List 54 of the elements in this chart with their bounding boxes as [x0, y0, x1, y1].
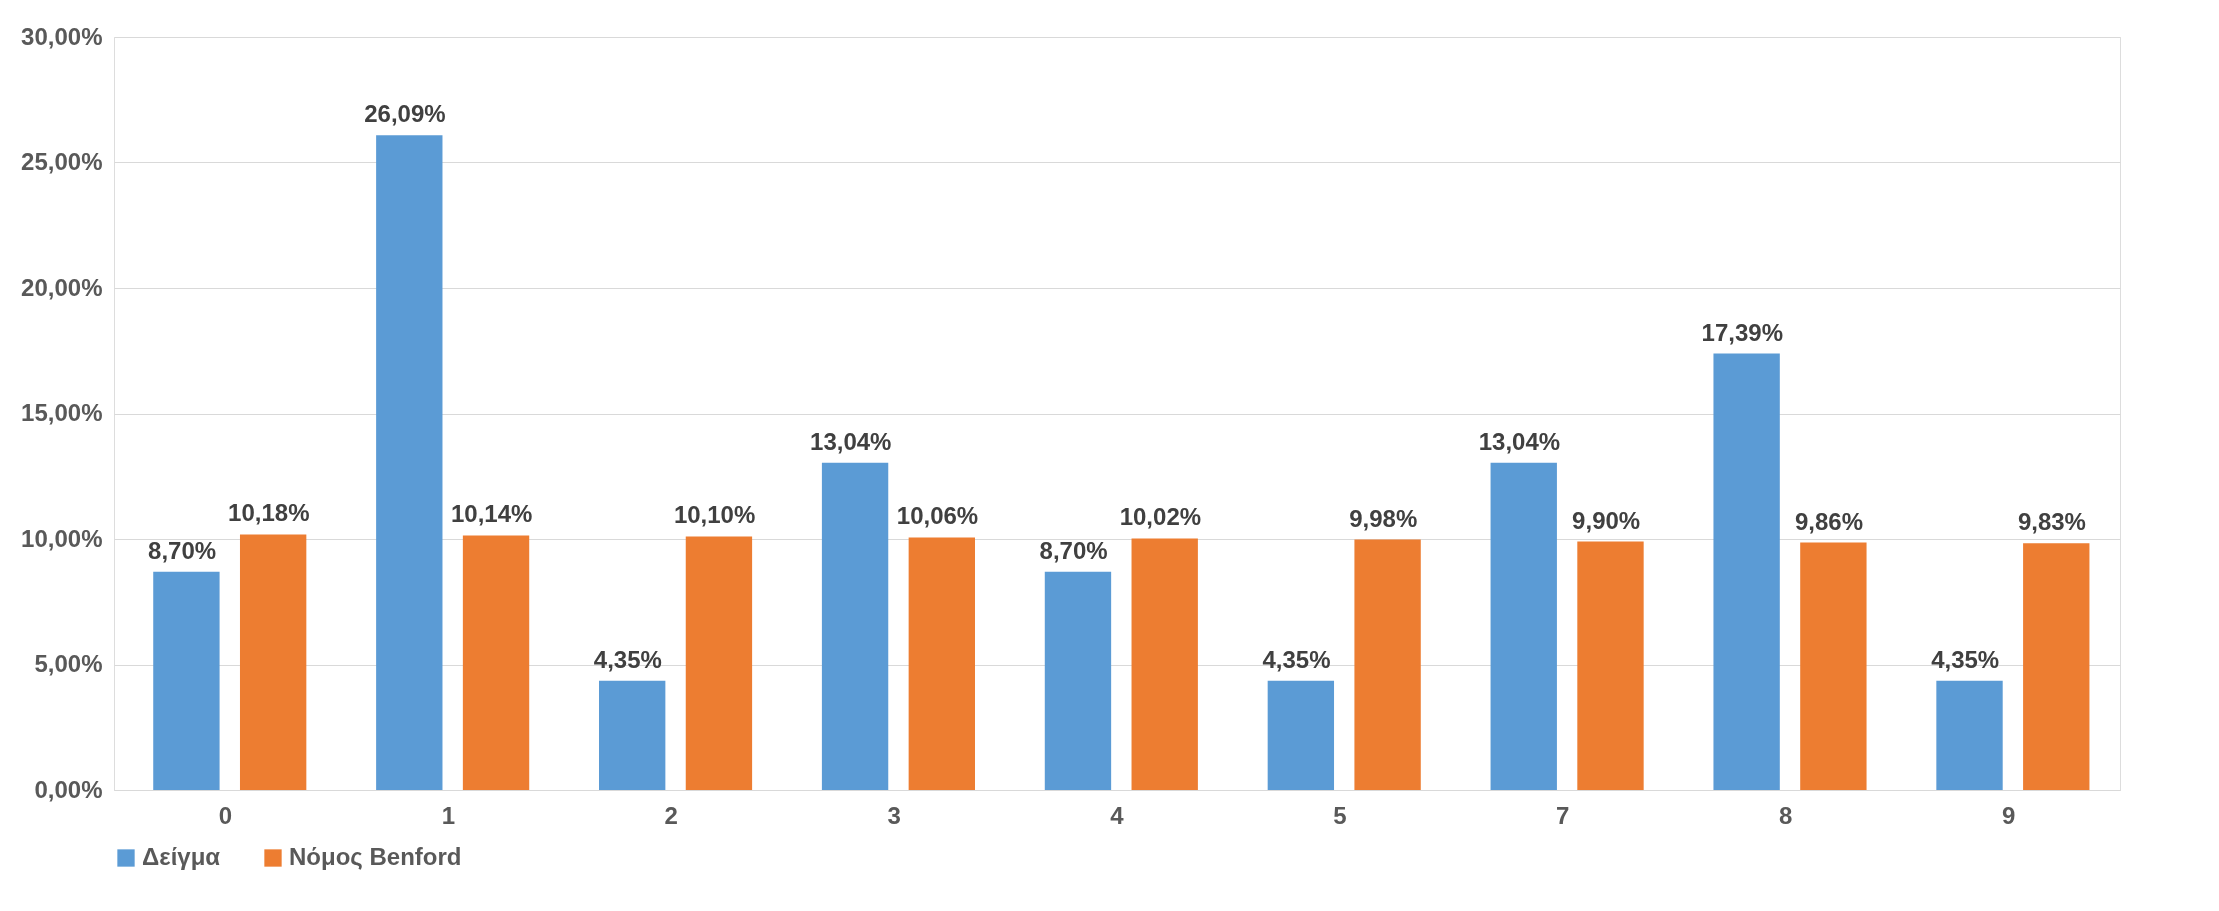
bar: [462, 535, 530, 790]
bar: [1354, 539, 1421, 790]
x-tick-label: 0: [218, 801, 233, 829]
x-tick-label: 3: [887, 801, 901, 829]
x-tick-label: 9: [2001, 801, 2016, 829]
data-label: 17,39%: [1701, 318, 1783, 346]
data-label: 26,09%: [364, 100, 446, 128]
data-label: 9,83%: [2017, 508, 2086, 536]
bar: [1044, 571, 1112, 790]
y-tick-label: 20,00%: [21, 273, 103, 301]
y-tick-label: 30,00%: [21, 22, 103, 50]
data-label: 9,86%: [1795, 507, 1864, 535]
x-tick-label: 5: [1333, 801, 1347, 829]
bar: [821, 462, 889, 790]
data-label: 4,35%: [1262, 645, 1331, 673]
x-tick-label: 2: [664, 801, 678, 829]
y-tick-label: 0,00%: [34, 775, 103, 803]
bar: [153, 571, 220, 790]
data-label: 8,70%: [1039, 536, 1108, 564]
bar: [1800, 542, 1867, 790]
bar: [1267, 680, 1335, 790]
bar: [1490, 462, 1557, 790]
data-label: 4,35%: [593, 645, 662, 673]
bar: [1131, 538, 1198, 790]
y-tick-label: 15,00%: [21, 399, 103, 426]
data-label: 10,02%: [1119, 503, 1202, 531]
legend-label: Νόμος Benford: [289, 843, 462, 870]
x-tick-label: 8: [1778, 801, 1793, 829]
data-label: 10,18%: [228, 499, 310, 527]
y-tick-label: 10,00%: [21, 524, 103, 552]
data-label: 9,98%: [1349, 504, 1418, 532]
data-label: 13,04%: [810, 427, 892, 455]
data-label: 9,90%: [1572, 506, 1641, 534]
bar: [1713, 353, 1780, 790]
y-tick-label: 5,00%: [34, 650, 103, 677]
bar: [908, 537, 975, 790]
data-label: 13,04%: [1478, 427, 1561, 455]
y-tick-label: 25,00%: [21, 148, 103, 175]
bar: [685, 536, 753, 790]
data-label: 10,10%: [673, 501, 756, 529]
data-label: 10,06%: [896, 502, 979, 530]
x-tick-label: 1: [441, 801, 456, 829]
bar: [2023, 543, 2090, 790]
x-tick-label: 4: [1110, 801, 1125, 829]
bar: [376, 135, 443, 790]
x-tick-label: 7: [1556, 801, 1570, 829]
bar: [599, 680, 666, 790]
data-label: 8,70%: [148, 536, 217, 564]
legend-label: Δείγμα: [142, 843, 221, 870]
bar: [239, 534, 307, 790]
bar: [1577, 541, 1644, 790]
data-label: 4,35%: [1931, 645, 2000, 673]
bar: [1936, 680, 2003, 790]
data-label: 10,14%: [451, 500, 533, 528]
